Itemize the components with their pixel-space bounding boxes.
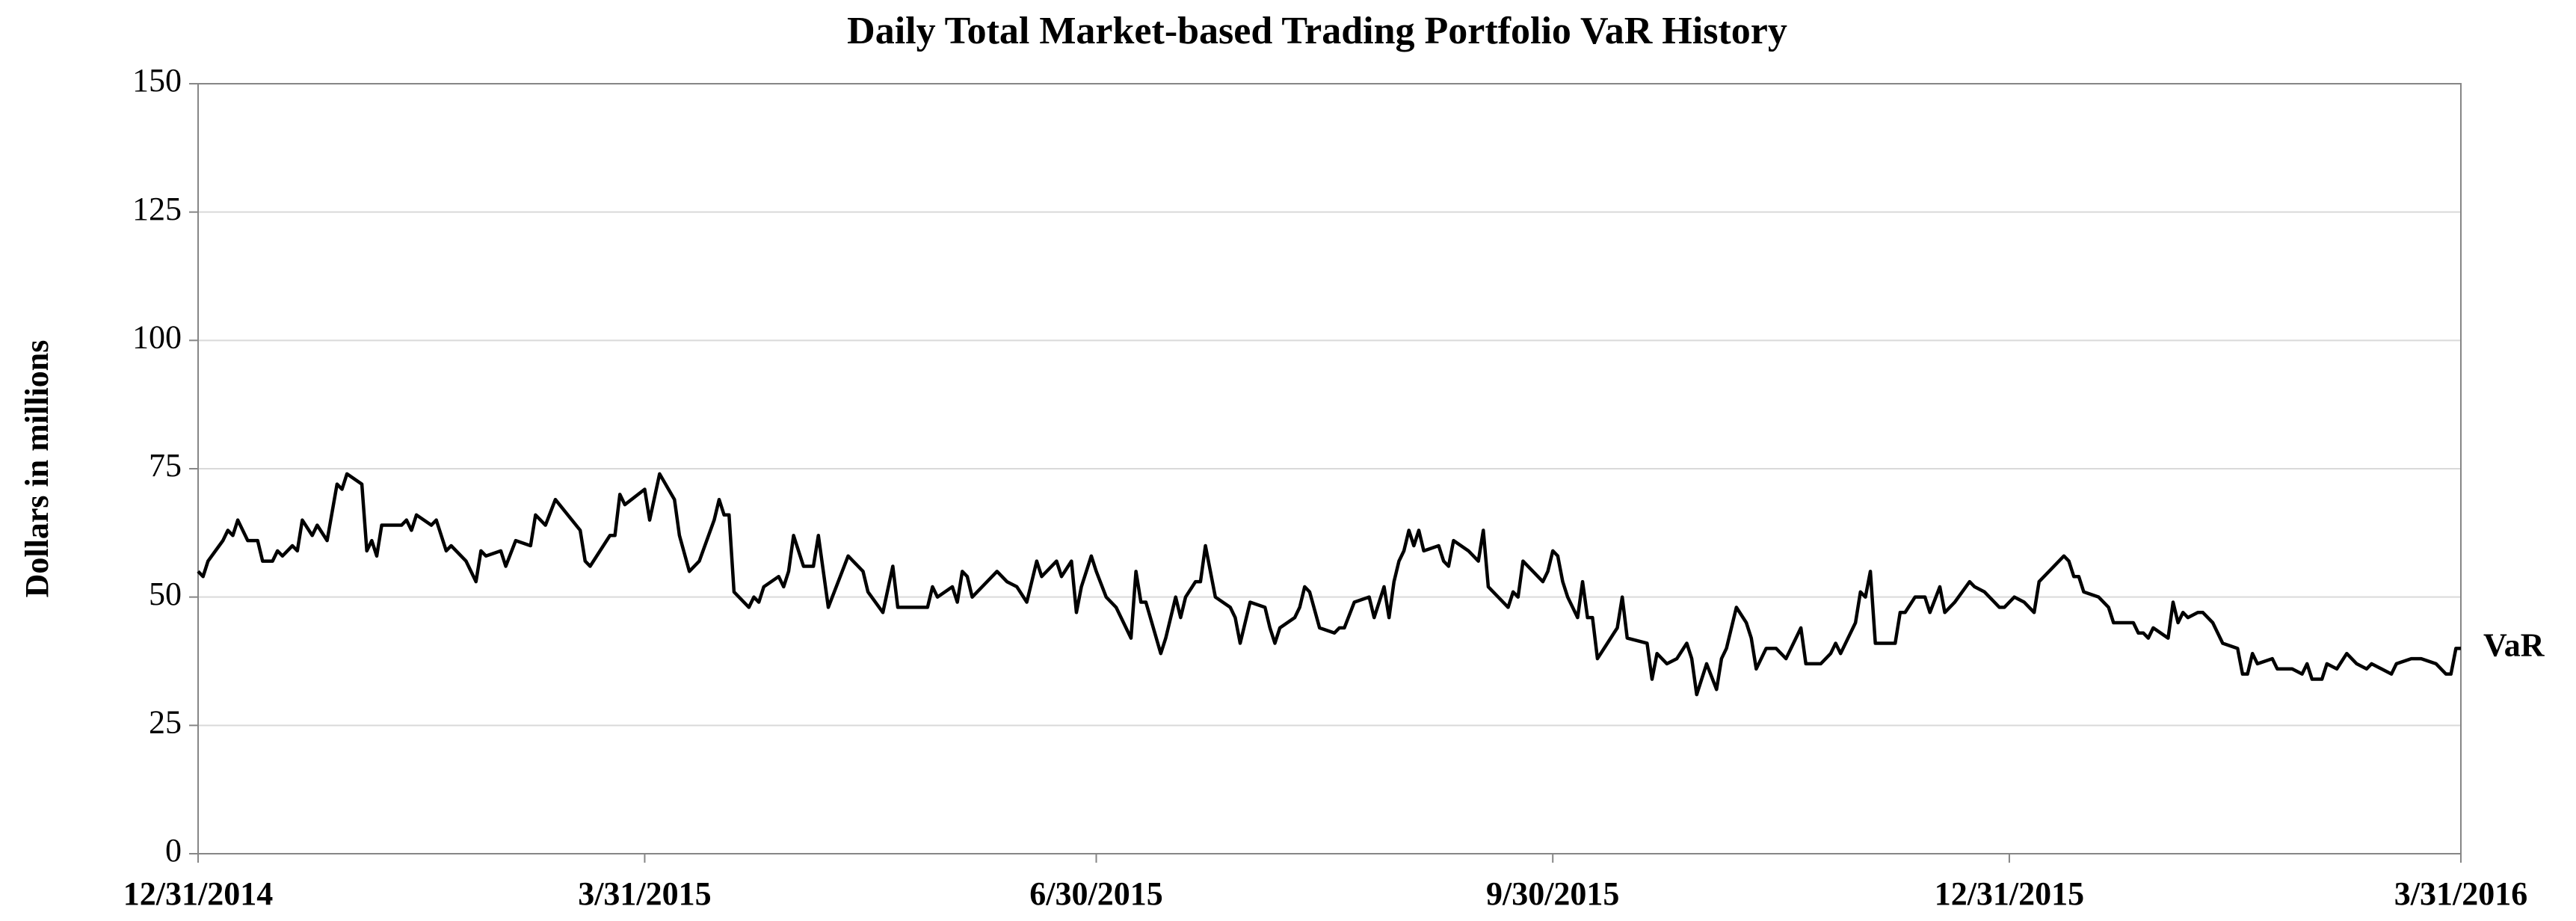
y-tick-label: 100 xyxy=(132,318,182,355)
series-label: VaR xyxy=(2483,626,2545,663)
x-tick-label: 3/31/2016 xyxy=(2394,875,2527,912)
x-tick-label: 12/31/2014 xyxy=(123,875,273,912)
chart-title: Daily Total Market-based Trading Portfol… xyxy=(847,10,1787,52)
x-tick-label: 9/30/2015 xyxy=(1486,875,1619,912)
y-tick-label: 0 xyxy=(165,832,182,869)
plot-frame xyxy=(197,83,2462,854)
y-tick-label: 125 xyxy=(132,191,182,227)
y-tick-label: 150 xyxy=(132,62,182,99)
y-axis-label: Dollars in millions xyxy=(19,340,55,598)
x-tick-label: 6/30/2015 xyxy=(1029,875,1162,912)
x-tick-label: 3/31/2015 xyxy=(578,875,711,912)
y-tick-label: 25 xyxy=(149,703,182,740)
data-line xyxy=(197,472,2461,697)
y-tick-label: 50 xyxy=(149,576,182,612)
x-tick-label: 12/31/2015 xyxy=(1935,875,2084,912)
y-tick-label: 75 xyxy=(149,447,182,484)
